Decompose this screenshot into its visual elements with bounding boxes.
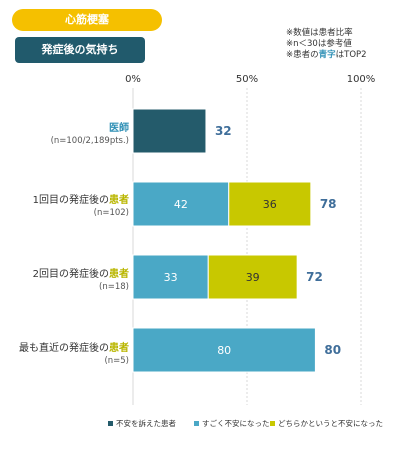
category-label-2-n: (n=18) — [99, 282, 129, 292]
category-label-3-n: (n=5) — [104, 356, 129, 366]
legend-item-1: すごく不安になった — [194, 418, 270, 429]
category-label-1: 1回目の発症後の患者 (n=102) — [3, 194, 129, 220]
category-label-1-n: (n=102) — [93, 208, 129, 218]
legend-swatch-0 — [108, 421, 113, 426]
total-label-3: 80 — [324, 343, 341, 357]
total-label-0: 32 — [215, 124, 232, 138]
bar-2-1 — [132, 254, 209, 300]
bar-value-label-1-2: 36 — [263, 198, 277, 211]
legend-item-2: どちらかというと不安になった — [270, 418, 383, 429]
bar-2-2 — [207, 254, 298, 300]
category-label-3-highlight: 患者 — [109, 343, 129, 354]
category-label-0-n: (n=100/2,189pts.) — [50, 136, 129, 146]
tag-badge: 心筋梗塞 — [12, 9, 162, 31]
tick-label-0: 0% — [125, 74, 141, 85]
bar-1-1 — [132, 181, 230, 227]
category-label-3: 最も直近の発症後の患者 (n=5) — [3, 342, 129, 368]
bar-value-label-2-2: 39 — [246, 271, 260, 284]
category-label-2: 2回目の発症後の患者 (n=18) — [3, 268, 129, 294]
tick-label-1: 50% — [236, 74, 258, 85]
bar-value-label-2-1: 33 — [164, 271, 178, 284]
total-label-1: 78 — [320, 197, 337, 211]
note-1: ※数値は患者比率 — [286, 28, 353, 38]
bar-value-label-1-1: 42 — [174, 198, 188, 211]
note-3-highlight: 青字 — [318, 50, 336, 60]
legend-swatch-1 — [194, 421, 199, 426]
bar-value-label-3-1: 80 — [217, 344, 231, 357]
bar-1-2 — [228, 181, 312, 227]
legend-swatch-2 — [270, 421, 275, 426]
bar-3-1 — [132, 327, 316, 373]
note-3: ※患者の青字はTOP2 — [286, 50, 367, 60]
legend-item-0: 不安を訴えた患者 — [108, 418, 176, 429]
notes: ※数値は患者比率 ※n＜30は参考値 ※患者の青字はTOP2 — [286, 28, 367, 61]
category-label-1-highlight: 患者 — [109, 195, 129, 206]
total-label-2: 72 — [306, 270, 323, 284]
category-label-0-highlight: 医師 — [109, 123, 129, 134]
section-title: 発症後の気持ち — [15, 37, 145, 63]
note-2: ※n＜30は参考値 — [286, 39, 352, 49]
category-label-0: 医師 (n=100/2,189pts.) — [3, 122, 129, 148]
bar-0-0 — [132, 108, 207, 154]
category-label-2-highlight: 患者 — [109, 269, 129, 280]
tick-label-2: 100% — [347, 74, 376, 85]
